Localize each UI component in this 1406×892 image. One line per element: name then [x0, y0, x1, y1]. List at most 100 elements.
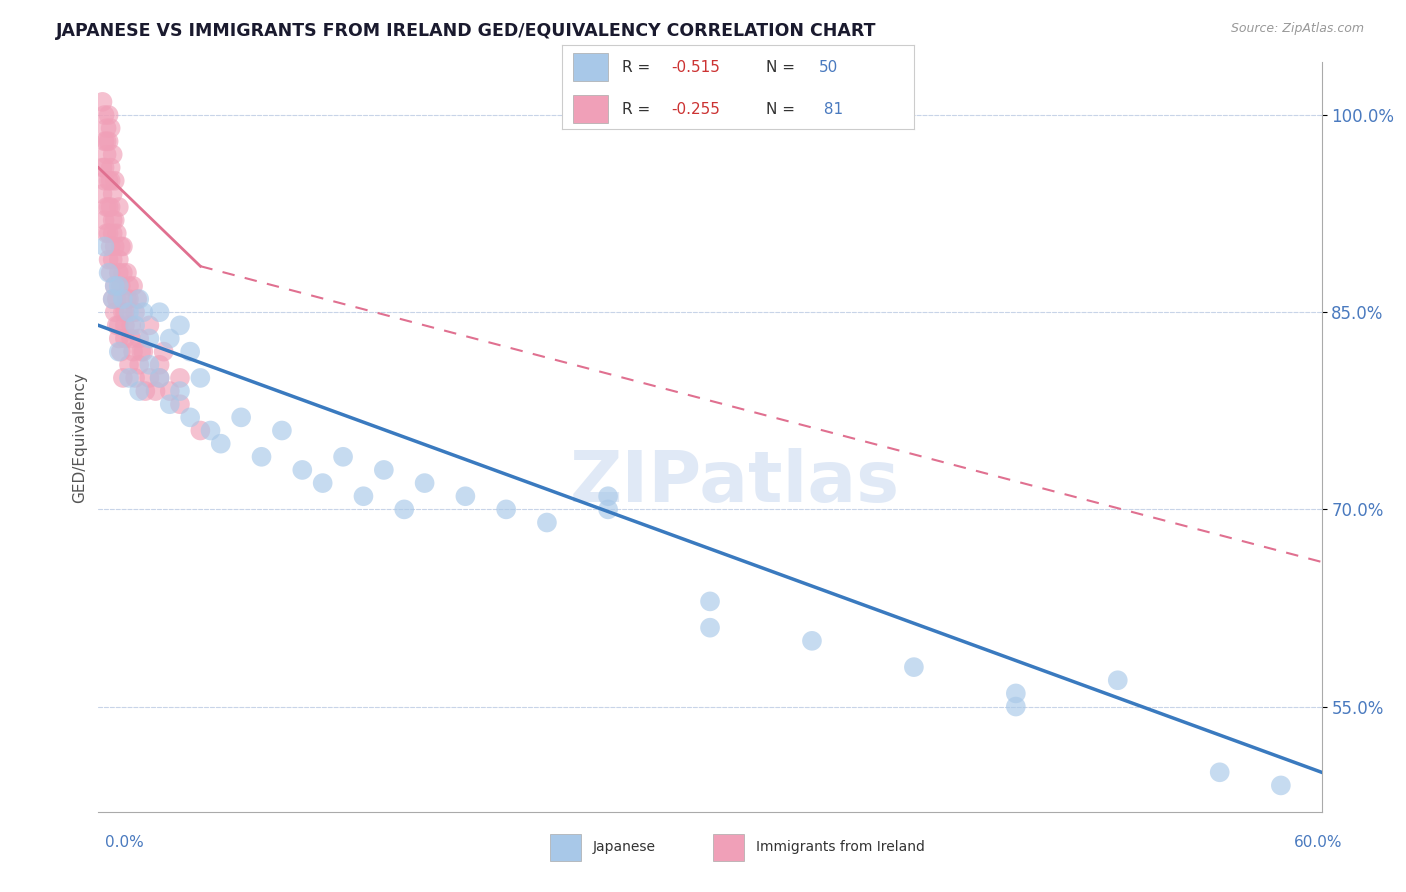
Point: [132, 305, 155, 319]
Point: [352, 489, 374, 503]
Point: [159, 397, 181, 411]
Point: [104, 279, 127, 293]
Point: [169, 371, 191, 385]
Point: [200, 424, 222, 438]
Point: [108, 200, 131, 214]
Point: [145, 384, 167, 398]
Point: [101, 147, 124, 161]
Point: [100, 161, 122, 175]
Point: [118, 371, 141, 385]
Point: [169, 397, 191, 411]
Point: [1004, 686, 1026, 700]
Y-axis label: GED/Equivalency: GED/Equivalency: [72, 372, 87, 502]
Text: Immigrants from Ireland: Immigrants from Ireland: [755, 840, 925, 854]
Point: [169, 384, 191, 398]
Point: [110, 279, 132, 293]
Point: [128, 331, 150, 345]
Point: [101, 292, 124, 306]
Point: [149, 305, 172, 319]
Point: [138, 318, 160, 333]
Point: [596, 502, 619, 516]
Point: [903, 660, 925, 674]
Point: [149, 358, 172, 372]
Point: [97, 227, 120, 241]
Point: [110, 344, 132, 359]
Bar: [713, 834, 744, 861]
Point: [179, 410, 201, 425]
Point: [93, 239, 115, 253]
Point: [93, 134, 115, 148]
Point: [97, 174, 120, 188]
Point: [250, 450, 273, 464]
Point: [179, 344, 201, 359]
Point: [96, 121, 118, 136]
Point: [93, 174, 115, 188]
Point: [111, 239, 134, 253]
Point: [104, 174, 127, 188]
Point: [91, 95, 114, 109]
Point: [93, 161, 115, 175]
Point: [100, 200, 122, 214]
Point: [231, 410, 253, 425]
Text: Source: ZipAtlas.com: Source: ZipAtlas.com: [1230, 22, 1364, 36]
Point: [127, 292, 149, 306]
Point: [128, 384, 150, 398]
Point: [105, 227, 128, 241]
Point: [104, 279, 127, 293]
Point: [96, 200, 118, 214]
Point: [132, 344, 155, 359]
Point: [97, 134, 120, 148]
Point: [115, 266, 138, 280]
Point: [169, 318, 191, 333]
Point: [104, 239, 127, 253]
Point: [108, 331, 131, 345]
Point: [101, 227, 124, 241]
Point: [332, 450, 354, 464]
Point: [392, 502, 416, 516]
Point: [270, 424, 294, 438]
Point: [97, 252, 120, 267]
Point: [100, 174, 122, 188]
Point: [495, 502, 517, 516]
Point: [149, 371, 172, 385]
Point: [128, 292, 150, 306]
Bar: [574, 54, 607, 81]
Point: [1004, 699, 1026, 714]
Point: [122, 344, 145, 359]
Text: N =: N =: [766, 102, 800, 117]
Text: JAPANESE VS IMMIGRANTS FROM IRELAND GED/EQUIVALENCY CORRELATION CHART: JAPANESE VS IMMIGRANTS FROM IRELAND GED/…: [56, 22, 877, 40]
Point: [96, 227, 118, 241]
Point: [124, 305, 146, 319]
Point: [188, 371, 212, 385]
Point: [111, 371, 134, 385]
Text: ZIPatlas: ZIPatlas: [569, 448, 900, 516]
Point: [149, 371, 172, 385]
Point: [96, 147, 118, 161]
Point: [413, 476, 436, 491]
Point: [111, 292, 134, 306]
Text: N =: N =: [766, 60, 800, 75]
Point: [159, 384, 181, 398]
Text: Japanese: Japanese: [593, 840, 657, 854]
Point: [100, 239, 122, 253]
Point: [152, 344, 174, 359]
Point: [801, 633, 824, 648]
Point: [1270, 779, 1292, 793]
Point: [596, 489, 619, 503]
Point: [101, 292, 124, 306]
Text: 50: 50: [818, 60, 838, 75]
Point: [124, 318, 146, 333]
Point: [97, 200, 120, 214]
Point: [1107, 673, 1129, 688]
Point: [134, 384, 156, 398]
Point: [108, 318, 131, 333]
Point: [96, 134, 118, 148]
Point: [93, 213, 115, 227]
Text: 81: 81: [818, 102, 844, 117]
Point: [97, 266, 120, 280]
Point: [108, 266, 131, 280]
Point: [118, 292, 141, 306]
Bar: [574, 95, 607, 122]
Point: [101, 186, 124, 201]
Point: [129, 344, 152, 359]
